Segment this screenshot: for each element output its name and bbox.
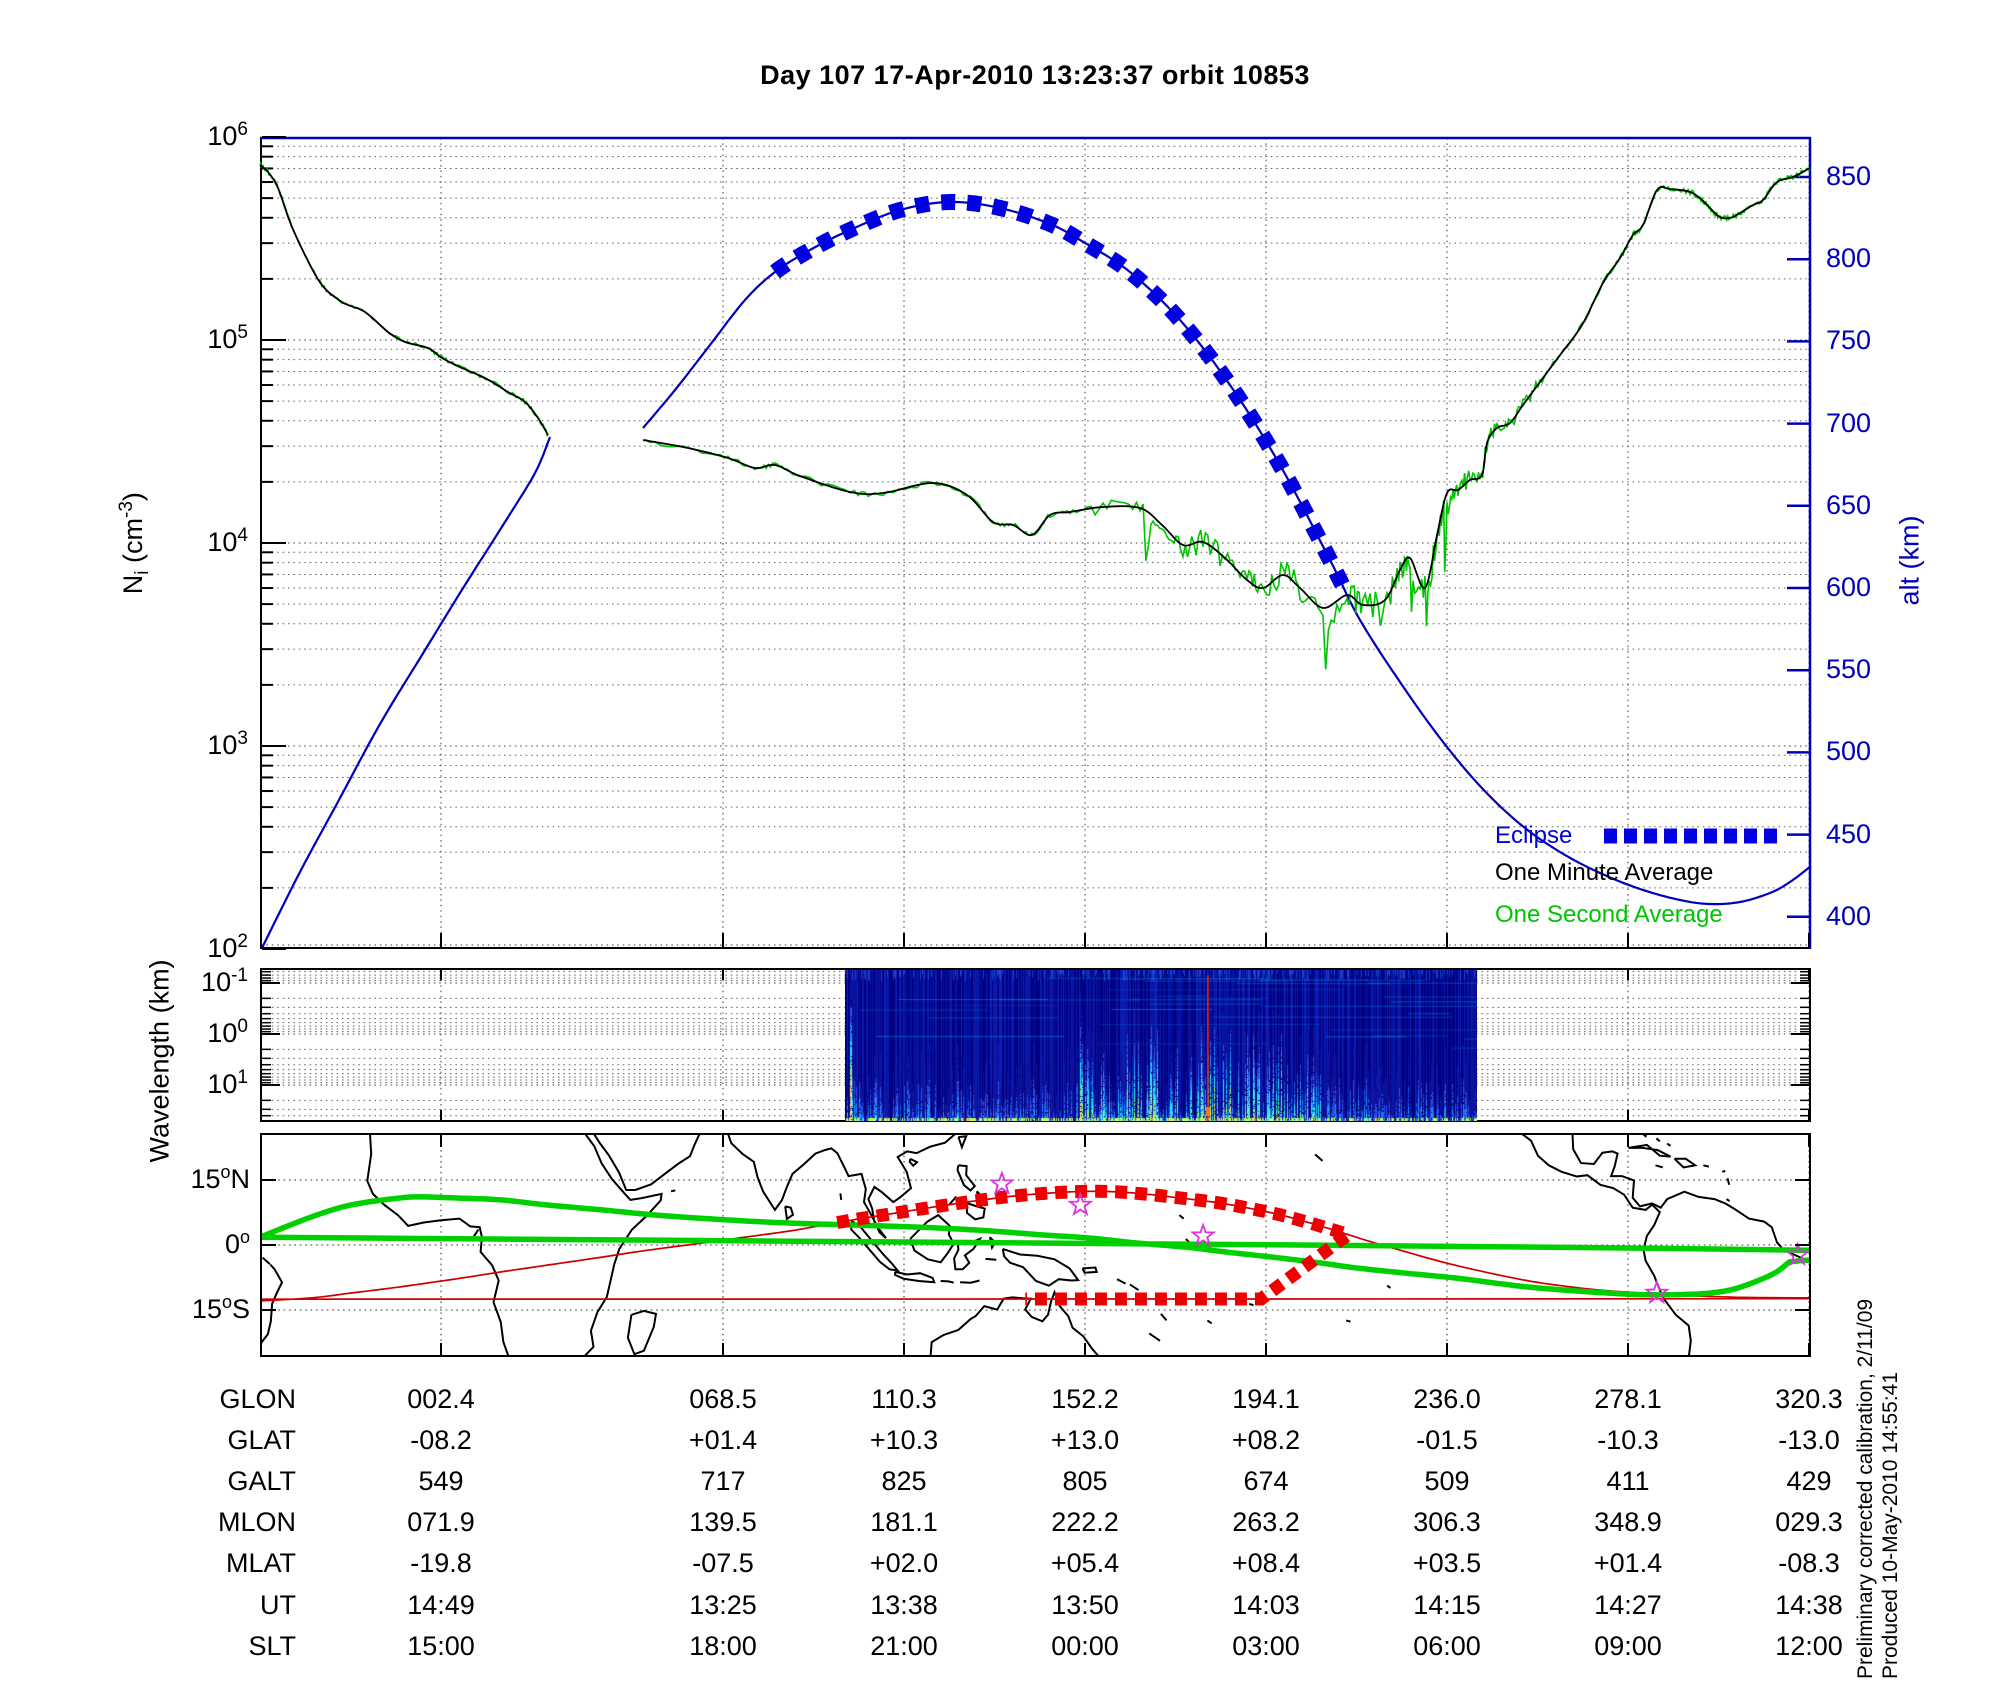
table-cell-mlat-3: +05.4 <box>1050 1548 1120 1578</box>
table-cell-mlon-2: 181.1 <box>870 1507 938 1537</box>
table-cell-ut-0: 14:49 <box>407 1590 475 1620</box>
map-lat-label: 15oN <box>190 1162 250 1194</box>
table-cell-galt-1: 717 <box>700 1466 746 1496</box>
table-row-label: GALT <box>227 1466 296 1496</box>
density-altitude-panel <box>259 136 1812 950</box>
table-cell-ut-4: 14:03 <box>1232 1590 1300 1620</box>
table-cell-slt-0: 15:00 <box>407 1631 475 1661</box>
table-cell-glon-5: 236.0 <box>1413 1384 1481 1414</box>
table-row-label: SLT <box>248 1631 296 1661</box>
table-cell-galt-0: 549 <box>418 1466 464 1496</box>
table-cell-galt-7: 429 <box>1786 1466 1832 1496</box>
table-cell-glon-6: 278.1 <box>1594 1384 1662 1414</box>
table-cell-glat-1: +01.4 <box>688 1425 758 1455</box>
wavelength-tick-label: 101 <box>207 1067 248 1099</box>
table-row-label: UT <box>260 1590 296 1620</box>
table-cell-ut-2: 13:38 <box>870 1590 938 1620</box>
altitude-tick-label: 600 <box>1826 572 1872 602</box>
table-cell-ut-3: 13:50 <box>1051 1590 1119 1620</box>
table-cell-galt-5: 509 <box>1424 1466 1470 1496</box>
table-cell-glat-5: -01.5 <box>1416 1425 1478 1455</box>
table-cell-glon-3: 152.2 <box>1051 1384 1119 1414</box>
ground-track-map-panel <box>260 1133 1811 1357</box>
table-cell-mlat-5: +03.5 <box>1412 1548 1482 1578</box>
table-row-label: MLAT <box>225 1548 296 1578</box>
table-cell-ut-5: 14:15 <box>1413 1590 1481 1620</box>
table-row-label: GLON <box>219 1384 296 1414</box>
wavelength-tick-label: 100 <box>207 1016 248 1048</box>
table-cell-slt-5: 06:00 <box>1413 1631 1481 1661</box>
table-cell-glon-4: 194.1 <box>1232 1384 1300 1414</box>
altitude-tick-label: 650 <box>1826 489 1872 520</box>
table-cell-glon-0: 002.4 <box>407 1384 475 1414</box>
table-cell-mlon-7: 029.3 <box>1775 1507 1843 1537</box>
table-cell-ut-7: 14:38 <box>1775 1590 1843 1620</box>
altitude-tick-label: 550 <box>1826 654 1872 685</box>
legend-eclipse-label: Eclipse <box>1495 822 1573 849</box>
table-cell-galt-3: 805 <box>1062 1466 1108 1496</box>
altitude-tick-label: 850 <box>1826 161 1872 191</box>
table-cell-ut-1: 13:25 <box>689 1590 757 1620</box>
table-cell-mlat-7: -08.3 <box>1778 1548 1840 1578</box>
map-lat-label: 15oS <box>191 1291 250 1324</box>
map-lat-label: 0o <box>224 1227 250 1259</box>
table-cell-slt-7: 12:00 <box>1775 1631 1843 1661</box>
wavelength-spectrogram-panel <box>260 968 1811 1122</box>
table-cell-mlon-3: 222.2 <box>1051 1507 1119 1537</box>
table-cell-glon-2: 110.3 <box>871 1384 937 1414</box>
table-cell-glat-7: -13.0 <box>1778 1425 1840 1455</box>
table-cell-mlon-4: 263.2 <box>1232 1507 1300 1537</box>
table-cell-mlon-1: 139.5 <box>689 1507 757 1537</box>
density-tick-label: 104 <box>207 525 248 557</box>
table-cell-slt-2: 21:00 <box>870 1631 938 1661</box>
table-cell-glat-6: -10.3 <box>1597 1425 1659 1455</box>
table-cell-mlon-6: 348.9 <box>1594 1507 1662 1537</box>
table-cell-slt-3: 00:00 <box>1051 1631 1119 1661</box>
table-cell-glat-2: +10.3 <box>869 1425 939 1455</box>
legend-minute-avg-label: One Minute Average <box>1495 859 1714 886</box>
altitude-tick-label: 500 <box>1826 736 1872 767</box>
table-cell-mlat-2: +02.0 <box>869 1548 939 1578</box>
legend-eclipse-dash-sample <box>1604 828 1781 844</box>
altitude-tick-label: 700 <box>1826 407 1872 438</box>
table-cell-mlon-5: 306.3 <box>1413 1507 1481 1537</box>
table-cell-slt-4: 03:00 <box>1232 1631 1300 1661</box>
altitude-tick-label: 800 <box>1826 243 1872 274</box>
altitude-axis-label: alt (km) <box>1894 515 1925 606</box>
table-cell-galt-6: 411 <box>1606 1466 1650 1496</box>
altitude-tick-label: 400 <box>1826 900 1872 931</box>
legend-second-avg-label: One Second Average <box>1495 901 1723 928</box>
density-tick-label: 102 <box>207 931 248 963</box>
plot-title: Day 107 17-Apr-2010 13:23:37 orbit 10853 <box>760 60 1310 90</box>
density-tick-label: 105 <box>207 322 248 354</box>
table-cell-glat-0: -08.2 <box>410 1425 472 1455</box>
density-tick-label: 103 <box>207 728 248 760</box>
table-cell-glat-3: +13.0 <box>1050 1425 1120 1455</box>
altitude-tick-label: 450 <box>1826 818 1872 849</box>
table-cell-ut-6: 14:27 <box>1594 1590 1662 1620</box>
table-cell-slt-6: 09:00 <box>1594 1631 1662 1661</box>
table-cell-slt-1: 18:00 <box>689 1631 757 1661</box>
calibration-annotation: Preliminary corrected calibration, 2/11/… <box>1854 1298 1877 1679</box>
density-tick-label: 106 <box>207 119 248 151</box>
produced-annotation: Produced 10-May-2010 14:55:41 <box>1879 1371 1902 1679</box>
table-cell-mlat-1: -07.5 <box>692 1548 754 1578</box>
table-cell-galt-4: 674 <box>1243 1466 1289 1496</box>
table-row-label: GLAT <box>227 1425 296 1455</box>
altitude-tick-label: 750 <box>1826 325 1872 356</box>
table-cell-mlat-4: +08.4 <box>1231 1548 1301 1578</box>
table-cell-mlat-6: +01.4 <box>1593 1548 1663 1578</box>
spectrogram-image <box>845 970 1477 1121</box>
table-cell-mlon-0: 071.9 <box>407 1507 475 1537</box>
table-cell-glat-4: +08.2 <box>1231 1425 1301 1455</box>
wavelength-tick-label: 10-1 <box>201 965 248 997</box>
table-row-label: MLON <box>217 1507 296 1537</box>
table-cell-glon-1: 068.5 <box>689 1384 757 1414</box>
table-cell-mlat-0: -19.8 <box>410 1548 472 1578</box>
table-cell-galt-2: 825 <box>881 1466 927 1496</box>
table-cell-glon-7: 320.3 <box>1775 1384 1843 1414</box>
